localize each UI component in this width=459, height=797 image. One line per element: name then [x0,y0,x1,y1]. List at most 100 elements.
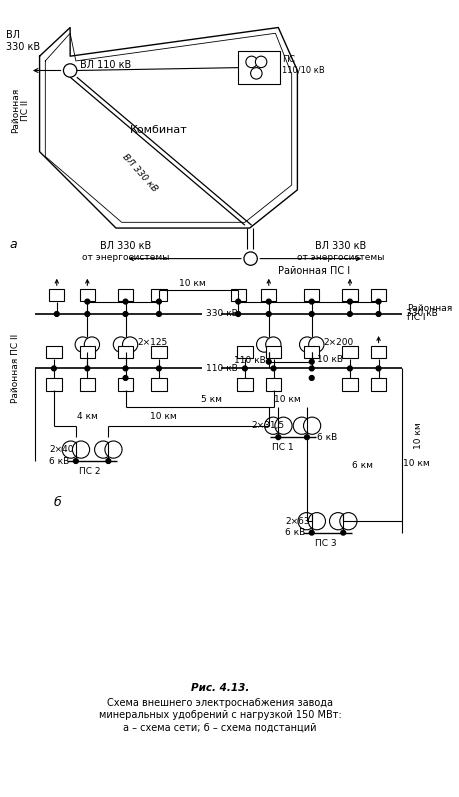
Bar [49,289,64,301]
Circle shape [85,299,90,304]
Circle shape [303,417,321,434]
Bar [230,289,246,301]
Bar [80,346,95,359]
Text: 2×200: 2×200 [323,338,353,347]
Text: 4 км: 4 км [77,412,98,421]
Circle shape [347,312,353,316]
Circle shape [300,337,315,352]
Text: 5 км: 5 км [201,395,222,404]
Circle shape [85,366,90,371]
Bar [80,379,95,391]
Circle shape [266,337,281,352]
Bar [342,346,358,359]
Text: 110/10 кВ: 110/10 кВ [282,65,325,74]
Text: 10 кВ: 10 кВ [317,355,342,364]
Bar [237,346,252,359]
Bar [151,379,167,391]
Circle shape [309,530,314,535]
Bar [371,346,386,359]
Circle shape [123,337,138,352]
Circle shape [51,366,56,371]
Text: 330 кВ: 330 кВ [206,309,237,319]
Circle shape [340,512,357,530]
Bar [46,379,62,391]
Text: ВЛ 110 кВ: ВЛ 110 кВ [80,60,131,70]
Circle shape [308,512,325,530]
Text: Районная ПС I: Районная ПС I [278,266,350,276]
Circle shape [275,417,292,434]
Circle shape [85,312,90,316]
Circle shape [330,512,347,530]
Text: б: б [54,496,62,508]
Text: 6 кВ: 6 кВ [49,457,69,465]
Text: от энергосистемы: от энергосистемы [82,253,169,262]
Circle shape [308,337,324,352]
Text: ВЛ 330 кВ: ВЛ 330 кВ [121,152,159,194]
Text: Районная ПС II: Районная ПС II [11,334,20,403]
Bar [118,346,133,359]
Bar [304,289,319,301]
Circle shape [157,366,161,371]
Circle shape [309,359,314,364]
Bar [304,346,319,359]
Circle shape [95,441,112,458]
Bar [342,289,358,301]
Text: 6 км: 6 км [352,461,373,470]
Bar [237,379,252,391]
Circle shape [73,441,90,458]
Text: 10 км: 10 км [274,395,301,404]
Circle shape [309,366,314,371]
Text: ВЛ: ВЛ [6,30,20,40]
Circle shape [123,375,128,380]
Bar [80,289,95,301]
Bar [118,289,133,301]
Circle shape [266,312,271,316]
Circle shape [106,458,111,463]
Circle shape [246,56,257,68]
Text: 330 кВ: 330 кВ [406,309,438,319]
Circle shape [123,366,128,371]
Circle shape [123,312,128,316]
Circle shape [244,252,257,265]
Circle shape [309,299,314,304]
Text: 330 кВ: 330 кВ [6,41,40,52]
Circle shape [266,359,271,364]
Text: ПС 1: ПС 1 [272,443,294,452]
Bar [342,379,358,391]
Text: 6 кВ: 6 кВ [318,433,338,442]
Bar [266,346,281,359]
Text: ПС 3: ПС 3 [315,539,337,548]
Circle shape [236,312,241,316]
Bar [371,289,386,301]
Circle shape [376,366,381,371]
Text: 110 кВ: 110 кВ [235,356,266,365]
Circle shape [157,299,161,304]
Text: ПС 2: ПС 2 [79,467,101,476]
Circle shape [75,337,90,352]
Text: ВЛ 330 кВ: ВЛ 330 кВ [100,241,151,251]
Text: 2×125: 2×125 [137,338,167,347]
Text: 2×63: 2×63 [285,516,310,526]
Text: Комбинат: Комбинат [130,124,188,135]
Text: 110 кВ: 110 кВ [206,364,237,373]
Circle shape [298,512,315,530]
Text: 2×40: 2×40 [49,445,73,454]
Bar [371,379,386,391]
Circle shape [293,417,310,434]
Text: а: а [9,238,17,251]
Bar [261,289,276,301]
Circle shape [113,337,129,352]
Circle shape [266,299,271,304]
Circle shape [376,299,381,304]
Circle shape [309,312,314,316]
Text: ПС I: ПС I [407,313,425,322]
Text: Районная
ПС II: Районная ПС II [11,88,30,133]
Circle shape [62,441,79,458]
Circle shape [271,366,276,371]
Text: минеральных удобрений с нагрузкой 150 МВт:: минеральных удобрений с нагрузкой 150 МВ… [99,710,341,720]
Text: ПС: ПС [282,56,295,65]
Text: Схема внешнего электроснабжения завода: Схема внешнего электроснабжения завода [107,697,333,708]
Circle shape [305,435,309,440]
Text: от энергосистемы: от энергосистемы [297,253,384,262]
Bar [46,346,62,359]
